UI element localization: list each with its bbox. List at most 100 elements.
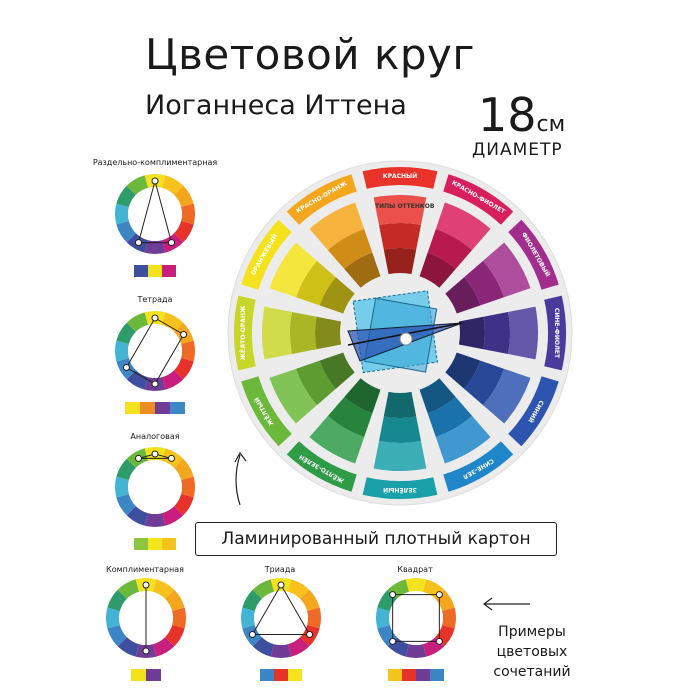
scheme-wheel-hole [128, 187, 182, 241]
wheel-shade-wedge [319, 352, 355, 389]
wheel-shade-wedge [427, 228, 473, 269]
scheme-marker [389, 591, 397, 599]
wheel-shade-wedge [269, 368, 317, 424]
scheme-swatch [388, 669, 402, 681]
scheme-wheel-segment [161, 370, 184, 390]
arrow-icon [483, 597, 530, 611]
scheme-wheel-segment [144, 240, 166, 254]
wheel-center-title: ТИПЫ ОТТЕНКОВ [375, 203, 435, 210]
scheme-wheel-segment [115, 476, 129, 498]
scheme-marker [135, 454, 142, 462]
wheel-shade-wedge [262, 306, 293, 360]
wheel-color-label: ЗЕЛЁНЫЙ [383, 486, 417, 494]
scheme-wheel-segment [116, 493, 136, 516]
arrow-icon [234, 451, 247, 506]
scheme-wheel-segment [287, 637, 310, 657]
scheme-wheel-segment [307, 607, 321, 629]
scheme-swatch [402, 669, 416, 681]
scheme-label-analogous: Аналоговая [130, 432, 180, 441]
scheme-wheel-segment [152, 637, 175, 657]
wheel-shade-wedge [295, 260, 336, 306]
scheme-wheel-segment [115, 340, 129, 362]
scheme-wheel-segment [116, 458, 136, 481]
scheme-wheel-segment [252, 579, 275, 599]
scheme-swatch [170, 402, 185, 414]
scheme-marker [248, 631, 256, 638]
wheel-color-label: ЖЁЛТО-ОРАНЖ [240, 305, 247, 360]
wheel-shade-wedge [344, 378, 381, 414]
scheme-wheel-segment [287, 579, 310, 599]
scheme-label-triad: Триада [264, 565, 296, 574]
scheme-swatch [148, 265, 162, 277]
size-unit: см [536, 112, 566, 137]
wheel-shade-wedge [319, 277, 355, 314]
wheel-color-label: КРАСНЫЙ [383, 172, 418, 180]
scheme-swatch [131, 669, 146, 681]
scheme-wheel-segment [126, 506, 149, 526]
wheel-shade-wedge [483, 368, 531, 424]
scheme-wheel-segment [405, 578, 427, 592]
wheel-outer-band [544, 295, 566, 371]
scheme-swatch [148, 538, 162, 550]
wheel-shade-wedge [379, 222, 421, 250]
scheme-wheel-segment [174, 357, 194, 380]
scheme-wheel-segment [442, 607, 456, 629]
wheel-shade-wedge [458, 316, 485, 350]
scheme-marker [435, 591, 443, 599]
size-caption: ДИАМЕТР [472, 140, 563, 160]
wheel-shade-wedge [373, 440, 427, 471]
scheme-wheel-segment [174, 185, 194, 208]
scheme-wheel-segment [116, 185, 136, 208]
wheel-outer-band [362, 477, 438, 499]
wheel-shade-wedge [344, 252, 381, 288]
scheme-wheel-segment [117, 579, 140, 599]
wheel-shade-wedge [295, 360, 336, 406]
scheme-shape [137, 179, 173, 244]
wheel-shade-wedge [483, 312, 510, 354]
scheme-wheel-segment [117, 637, 140, 657]
scheme-wheel-segment [174, 220, 194, 243]
scheme-label-tetrad: Тетрада [137, 295, 173, 304]
scheme-marker [151, 450, 159, 458]
scheme-shape [251, 583, 311, 635]
wheel-shade-wedge [464, 360, 505, 406]
scheme-swatch [134, 538, 148, 550]
wheel-shade-wedge [464, 260, 505, 306]
wheel-shade-wedge [383, 248, 417, 275]
wheel-shade-wedge [483, 242, 531, 298]
scheme-wheel-segment [161, 312, 184, 332]
scheme-wheel-segment [126, 370, 149, 390]
wheel-shade-wedge [373, 195, 427, 226]
scheme-marker [389, 637, 397, 645]
scheme-wheel-segment [116, 220, 136, 243]
scheme-wheel-segment [181, 476, 196, 498]
wheel-outer-band [233, 295, 256, 371]
wheel-shade-wedge [383, 391, 417, 418]
scheme-marker [151, 380, 159, 388]
scheme-wheel-segment [172, 607, 187, 629]
scheme-swatch [288, 669, 302, 681]
examples-caption: Примеры цветовых сочетаний [493, 624, 571, 680]
scheme-label-complementary: Комплиментарная [106, 565, 184, 574]
scheme-marker [142, 647, 150, 655]
scheme-wheel-segment [161, 175, 184, 195]
wheel-outer-band [286, 174, 357, 225]
wheel-shade-wedge [419, 378, 456, 414]
wheel-shade-wedge [435, 202, 491, 250]
scheme-wheel-segment [174, 493, 194, 516]
scheme-wheel-segment [240, 607, 255, 629]
scheme-wheel-segment [300, 589, 320, 612]
scheme-wheel-hole [254, 591, 308, 645]
wheel-outer-band [241, 219, 292, 290]
page-subtitle: Иоганнеса Иттена [145, 90, 407, 121]
scheme-swatch [430, 669, 444, 681]
scheme-marker [435, 637, 443, 645]
scheme-swatch [155, 402, 170, 414]
scheme-wheel-segment [270, 644, 292, 658]
scheme-label-square: Квадрат [397, 565, 433, 574]
scheme-marker [168, 239, 175, 247]
scheme-wheel-segment [165, 589, 185, 612]
scheme-wheel-segment [126, 175, 149, 195]
wheel-shade-wedge [314, 316, 342, 350]
